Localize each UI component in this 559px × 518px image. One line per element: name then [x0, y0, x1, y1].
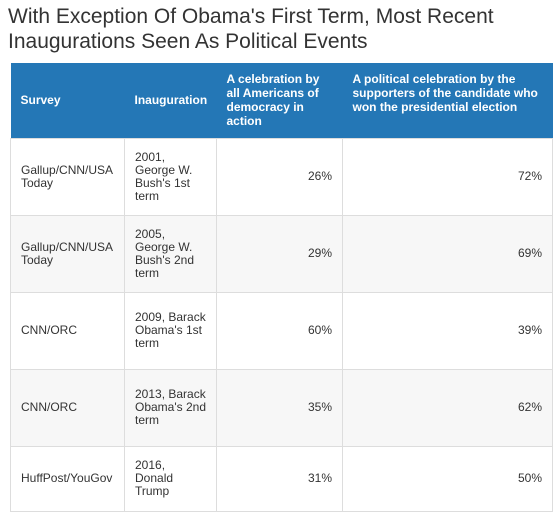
- table-row: Gallup/CNN/USA Today 2005, George W. Bus…: [10, 214, 553, 293]
- cell-political-celebration: 72%: [342, 137, 553, 216]
- cell-celebration-all: 31%: [216, 445, 343, 512]
- cell-political-celebration: 62%: [342, 368, 553, 447]
- column-header-survey: Survey: [10, 63, 125, 138]
- table-row: CNN/ORC 2009, Barack Obama's 1st term 60…: [10, 291, 553, 370]
- cell-survey: Gallup/CNN/USA Today: [10, 137, 125, 216]
- cell-survey: Gallup/CNN/USA Today: [10, 214, 125, 293]
- cell-political-celebration: 50%: [342, 445, 553, 512]
- cell-celebration-all: 26%: [216, 137, 343, 216]
- cell-survey: CNN/ORC: [10, 291, 125, 370]
- table-row: CNN/ORC 2013, Barack Obama's 2nd term 35…: [10, 368, 553, 447]
- cell-celebration-all: 29%: [216, 214, 343, 293]
- header-row: Survey Inauguration A celebration by all…: [10, 63, 553, 138]
- cell-inauguration: 2016, Donald Trump: [124, 445, 217, 512]
- table-header: Survey Inauguration A celebration by all…: [10, 63, 553, 138]
- table-body: Gallup/CNN/USA Today 2001, George W. Bus…: [10, 137, 553, 512]
- column-header-political-celebration: A political celebration by the supporter…: [342, 63, 553, 138]
- cell-inauguration: 2009, Barack Obama's 1st term: [124, 291, 217, 370]
- cell-political-celebration: 69%: [342, 214, 553, 293]
- column-header-inauguration: Inauguration: [124, 63, 217, 138]
- cell-inauguration: 2013, Barack Obama's 2nd term: [124, 368, 217, 447]
- cell-inauguration: 2005, George W. Bush's 2nd term: [124, 214, 217, 293]
- cell-celebration-all: 35%: [216, 368, 343, 447]
- cell-survey: CNN/ORC: [10, 368, 125, 447]
- cell-inauguration: 2001, George W. Bush's 1st term: [124, 137, 217, 216]
- cell-celebration-all: 60%: [216, 291, 343, 370]
- table-row: HuffPost/YouGov 2016, Donald Trump 31% 5…: [10, 445, 553, 512]
- cell-survey: HuffPost/YouGov: [10, 445, 125, 512]
- chart-title: With Exception Of Obama's First Term, Mo…: [8, 5, 494, 53]
- cell-political-celebration: 39%: [342, 291, 553, 370]
- table-row: Gallup/CNN/USA Today 2001, George W. Bus…: [10, 137, 553, 216]
- survey-table: Survey Inauguration A celebration by all…: [10, 63, 553, 512]
- column-header-celebration-all: A celebration by all Americans of democr…: [216, 63, 343, 138]
